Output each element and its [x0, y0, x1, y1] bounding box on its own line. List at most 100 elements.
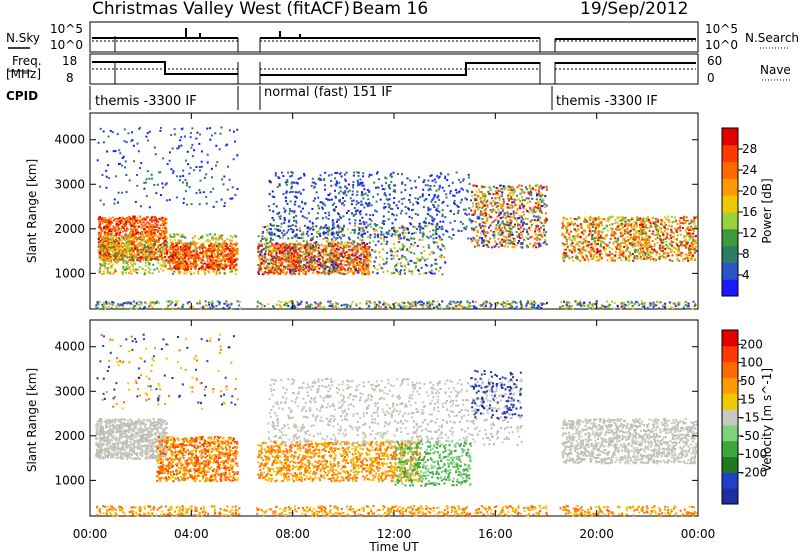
range-cell	[387, 218, 390, 221]
range-cell	[121, 230, 124, 233]
range-cell	[215, 270, 218, 273]
range-cell	[153, 238, 156, 241]
range-cell	[106, 268, 109, 271]
range-cell	[427, 244, 430, 247]
range-cell	[279, 243, 282, 246]
range-cell	[102, 263, 105, 266]
range-cell	[391, 233, 394, 236]
range-cell	[164, 265, 167, 268]
range-cell	[293, 211, 296, 214]
range-cell	[137, 249, 140, 252]
range-cell	[130, 250, 133, 253]
range-cell	[144, 264, 147, 267]
range-cell	[492, 220, 495, 223]
range-cell	[163, 246, 166, 249]
range-cell	[307, 234, 310, 237]
range-cell	[431, 179, 434, 182]
range-cell	[158, 232, 161, 235]
range-cell	[184, 245, 187, 248]
range-cell	[289, 175, 292, 178]
range-cell	[152, 263, 155, 266]
range-cell	[359, 219, 362, 222]
range-cell	[107, 232, 110, 235]
range-cell	[292, 270, 295, 273]
range-cell	[114, 243, 117, 246]
range-cell	[127, 220, 130, 223]
range-cell	[197, 268, 200, 271]
range-cell	[119, 252, 122, 255]
power-data	[95, 126, 698, 311]
range-cell	[346, 241, 349, 244]
range-cell	[147, 266, 150, 269]
range-cell	[132, 224, 135, 227]
range-cell	[342, 215, 345, 218]
range-cell	[365, 250, 368, 253]
range-cell	[163, 244, 166, 247]
range-cell	[306, 241, 309, 244]
range-cell	[397, 234, 400, 237]
range-cell	[105, 218, 108, 221]
range-cell	[190, 256, 193, 259]
range-cell	[104, 227, 107, 230]
range-cell	[135, 268, 138, 271]
range-cell	[113, 271, 116, 274]
range-cell	[121, 225, 124, 228]
range-cell	[299, 176, 302, 179]
range-cell	[220, 248, 223, 251]
range-cell	[353, 171, 356, 174]
range-cell	[425, 198, 428, 201]
range-cell	[352, 174, 355, 177]
range-cell	[424, 217, 427, 220]
range-cell	[148, 222, 151, 225]
range-cell	[271, 216, 274, 219]
range-cell	[411, 232, 414, 235]
range-cell	[149, 244, 152, 247]
range-cell	[266, 225, 269, 228]
range-cell	[507, 224, 510, 227]
range-cell	[121, 237, 124, 240]
range-cell	[124, 237, 127, 240]
range-cell	[414, 212, 417, 215]
range-cell	[526, 209, 529, 212]
range-cell	[350, 231, 353, 234]
range-cell	[287, 259, 290, 262]
range-cell	[454, 188, 457, 191]
range-cell	[162, 269, 165, 272]
range-cell	[263, 226, 266, 229]
range-cell	[427, 209, 430, 212]
range-cell	[298, 269, 301, 272]
range-cell	[348, 222, 351, 225]
range-cell	[321, 217, 324, 220]
range-cell	[457, 209, 460, 212]
range-cell	[301, 264, 304, 267]
range-cell	[382, 215, 385, 218]
range-cell	[116, 231, 119, 234]
range-cell	[218, 267, 221, 270]
freq-tick-bottom: 8	[66, 71, 74, 85]
range-cell	[115, 245, 118, 248]
range-cell	[416, 197, 419, 200]
range-cell	[392, 254, 395, 257]
range-cell	[279, 217, 282, 220]
range-cell	[235, 242, 238, 245]
range-cell	[495, 206, 498, 209]
range-cell	[132, 262, 135, 265]
range-cell	[298, 227, 301, 230]
range-cell	[260, 242, 263, 245]
range-cell	[123, 218, 126, 221]
nsky-label: N.Sky	[6, 31, 40, 45]
range-cell	[101, 257, 104, 260]
range-cell	[402, 225, 405, 228]
range-cell	[131, 246, 134, 249]
range-cell	[213, 244, 216, 247]
range-cell	[398, 200, 401, 203]
range-cell	[147, 245, 150, 248]
range-cell	[213, 249, 216, 252]
range-cell	[150, 219, 153, 222]
range-cell	[481, 192, 484, 195]
range-cell	[103, 261, 106, 264]
range-cell	[275, 245, 278, 248]
range-cell	[508, 227, 511, 230]
range-cell	[141, 268, 144, 271]
range-cell	[366, 253, 369, 256]
